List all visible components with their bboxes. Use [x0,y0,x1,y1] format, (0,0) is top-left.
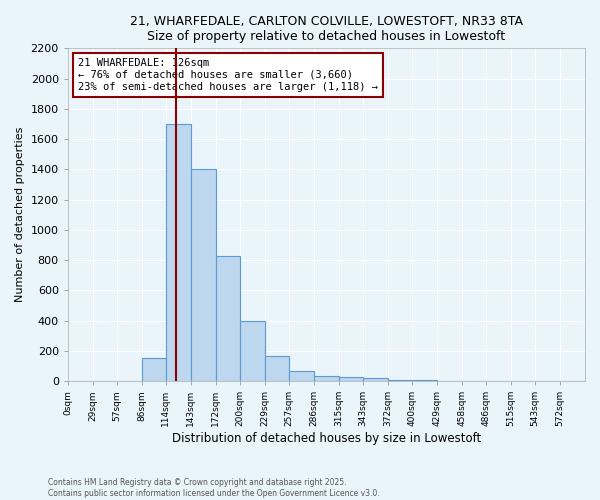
Bar [363,378,388,381]
Bar [216,256,240,381]
Bar [142,358,166,381]
Bar [191,170,216,381]
Title: 21, WHARFEDALE, CARLTON COLVILLE, LOWESTOFT, NR33 8TA
Size of property relative : 21, WHARFEDALE, CARLTON COLVILLE, LOWEST… [130,15,523,43]
Text: Contains HM Land Registry data © Crown copyright and database right 2025.
Contai: Contains HM Land Registry data © Crown c… [48,478,380,498]
Bar [388,380,412,381]
Bar [289,371,314,381]
Bar [166,124,191,381]
Text: 21 WHARFEDALE: 126sqm
← 76% of detached houses are smaller (3,660)
23% of semi-d: 21 WHARFEDALE: 126sqm ← 76% of detached … [78,58,378,92]
Bar [339,378,363,381]
Y-axis label: Number of detached properties: Number of detached properties [15,127,25,302]
X-axis label: Distribution of detached houses by size in Lowestoft: Distribution of detached houses by size … [172,432,481,445]
Bar [314,376,339,381]
Bar [240,320,265,381]
Bar [412,380,437,381]
Bar [265,356,289,381]
